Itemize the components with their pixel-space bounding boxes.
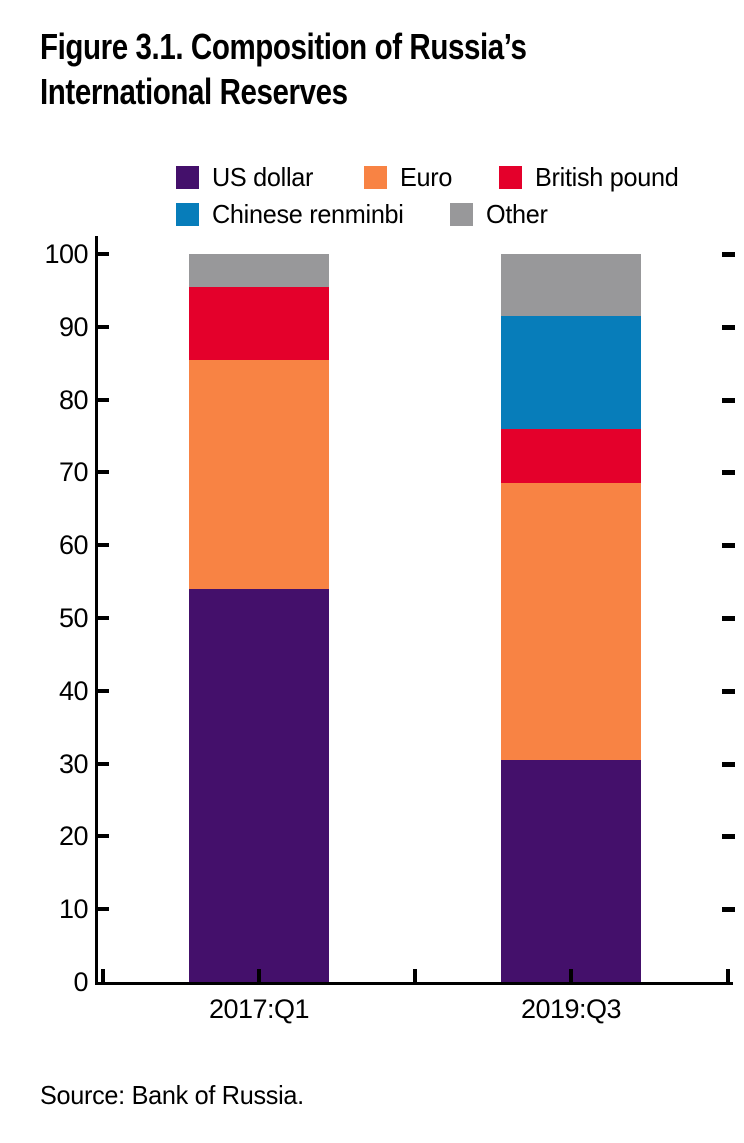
bar-segment-us-dollar-2019-q3 <box>501 759 641 982</box>
y-axis-label-0: 0 <box>73 967 88 997</box>
y-axis-tick-90 <box>95 324 109 329</box>
legend-label-chinese-renminbi: Chinese renminbi <box>212 199 404 229</box>
figure-title-line1: Figure 3.1. Composition of Russia’s <box>40 26 527 67</box>
x-axis-label-2019-q3: 2019:Q3 <box>520 994 622 1024</box>
source-note: Source: Bank of Russia. <box>40 1080 304 1110</box>
y-axis-label-50: 50 <box>58 603 89 633</box>
legend-label-other: Other <box>486 199 548 229</box>
y-axis-tick-100 <box>95 252 109 256</box>
y-axis-tick-60 <box>95 543 109 548</box>
legend-label-british-pound: British pound <box>535 162 679 192</box>
right-tick-100 <box>722 252 735 257</box>
y-axis-tick-20 <box>95 834 109 839</box>
right-tick-20 <box>722 834 735 840</box>
bar-segment-other-2017-q1 <box>189 254 329 287</box>
y-axis-label-80: 80 <box>58 384 89 415</box>
bar-segment-british-pound-2019-q3 <box>501 428 641 484</box>
bar-segment-us-dollar-2017-q1 <box>189 588 329 982</box>
right-tick-30 <box>722 761 735 767</box>
legend-swatch-british-pound <box>499 166 522 189</box>
legend-label-us-dollar: US dollar <box>212 162 314 192</box>
y-axis-label-20: 20 <box>58 821 89 852</box>
y-axis-label-10: 10 <box>58 894 89 925</box>
x-axis-boundary-tick-left <box>101 969 105 982</box>
y-axis-tick-40 <box>95 688 109 693</box>
y-axis-tick-50 <box>95 616 109 620</box>
bar-segment-british-pound-2017-q1 <box>189 286 329 360</box>
bar-segment-euro-2019-q3 <box>501 483 641 760</box>
y-axis-tick-10 <box>95 907 109 912</box>
x-axis-boundary-tick-right <box>726 969 730 982</box>
legend-item-us-dollar: US dollar <box>176 162 316 192</box>
legend-swatch-chinese-renminbi <box>176 203 199 226</box>
legend-item-other: Other <box>450 199 550 229</box>
legend-swatch-us-dollar <box>176 166 199 189</box>
x-axis-label-2017-q1: 2017:Q1 <box>208 994 310 1024</box>
legend-item-british-pound: British pound <box>499 162 683 192</box>
right-tick-10 <box>722 907 735 913</box>
y-axis-line <box>95 236 98 985</box>
x-axis-boundary-tick-mid <box>413 969 417 982</box>
x-axis-tick-2019-q3 <box>569 969 573 982</box>
figure-title: Figure 3.1. Composition of Russia’s Inte… <box>40 24 527 114</box>
right-tick-90 <box>722 324 735 330</box>
right-tick-60 <box>722 543 735 549</box>
legend-swatch-euro <box>364 166 387 189</box>
x-axis-line <box>95 982 733 985</box>
y-axis-label-90: 90 <box>58 311 89 342</box>
y-axis-label-70: 70 <box>58 457 89 488</box>
bar-segment-chinese-renminbi-2019-q3 <box>501 315 641 429</box>
legend-item-euro: Euro <box>364 162 454 192</box>
bar-segment-euro-2017-q1 <box>189 359 329 589</box>
right-tick-40 <box>722 688 735 694</box>
y-axis-label-60: 60 <box>58 530 89 561</box>
figure-title-line2: International Reserves <box>40 71 348 112</box>
bar-segment-other-2019-q3 <box>501 254 641 316</box>
y-axis-label-40: 40 <box>58 675 89 706</box>
right-tick-50 <box>722 616 735 621</box>
legend-label-euro: Euro <box>400 162 453 192</box>
x-axis-tick-2017-q1 <box>257 969 261 982</box>
y-axis-tick-80 <box>95 397 109 402</box>
y-axis-tick-30 <box>95 761 109 766</box>
legend-swatch-other <box>450 203 473 226</box>
y-axis-label-100: 100 <box>44 239 88 269</box>
right-tick-80 <box>722 397 735 403</box>
y-axis-tick-70 <box>95 470 109 475</box>
legend-item-chinese-renminbi: Chinese renminbi <box>176 199 410 229</box>
y-axis-label-30: 30 <box>58 748 89 779</box>
right-tick-70 <box>722 470 735 476</box>
